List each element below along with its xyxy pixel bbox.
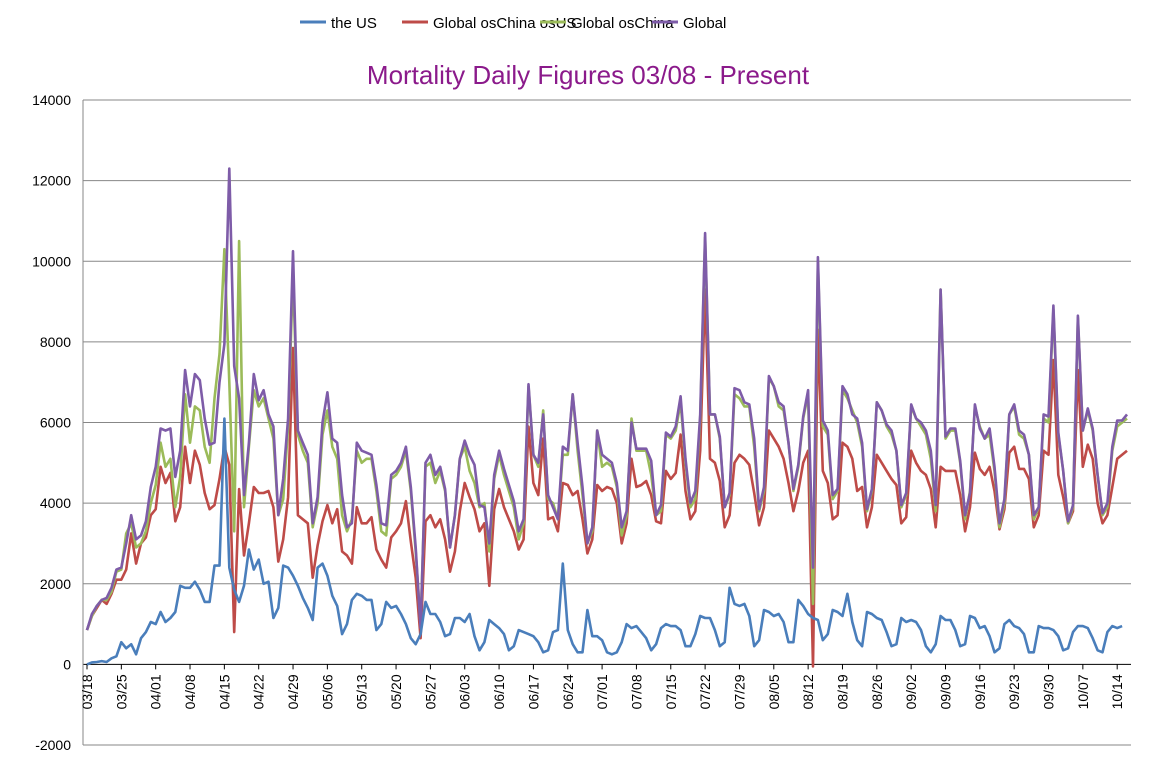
x-axis: 03/18 03/25 04/01 04/08 04/15 04/22 04/29 05/06… [79,664,1125,709]
y-tick-label: 12000 [32,173,71,189]
x-tick-label: 04/08 [182,674,198,709]
series-line-the-us [86,417,1123,666]
x-tick-label: 05/13 [354,674,370,709]
x-tick-label: 10/14 [1109,674,1125,709]
y-tick-label: 2000 [40,576,71,592]
y-axis: -2000 0 2000 4000 6000 8000 10000 12000 14000 [32,92,84,753]
x-tick-label: 03/25 [113,674,129,709]
x-tick-label: 07/08 [628,674,644,709]
x-tick-label: 06/10 [491,674,507,709]
x-tick-label: 06/24 [560,674,576,709]
series-group [85,167,1129,668]
x-tick-label: 07/29 [731,674,747,709]
x-tick-label: 09/30 [1041,674,1057,709]
chart-title: Mortality Daily Figures 03/08 - Present [367,60,810,90]
y-tick-label: 0 [63,656,71,672]
x-tick-label: 09/23 [1006,674,1022,709]
legend-label: Global osChina osUS [433,15,576,32]
x-tick-label: 08/26 [869,674,885,709]
x-tick-label: 09/09 [937,674,953,709]
legend-label: the US [331,15,377,32]
x-tick-label: 08/12 [800,674,816,709]
x-tick-label: 06/03 [457,674,473,709]
y-tick-label: 14000 [32,92,71,108]
y-tick-label: 4000 [40,495,71,511]
gridlines [83,99,1131,746]
x-tick-label: 03/18 [79,674,95,709]
legend-label: Global osChina [571,15,674,32]
x-tick-label: 06/17 [525,674,541,709]
x-tick-label: 05/20 [388,674,404,709]
x-tick-label: 07/01 [594,674,610,709]
y-tick-label: 6000 [40,415,71,431]
x-tick-label: 09/02 [903,674,919,709]
x-tick-label: 04/29 [285,674,301,709]
x-tick-label: 04/22 [251,674,267,709]
x-tick-label: 04/15 [216,674,232,709]
series-line-global [85,167,1129,631]
x-tick-label: 07/15 [663,674,679,709]
x-tick-label: 09/16 [972,674,988,709]
y-tick-label: -2000 [35,737,71,753]
y-tick-label: 8000 [40,334,71,350]
x-tick-label: 04/01 [148,674,164,709]
x-tick-label: 05/06 [319,674,335,709]
series-line-global-oschina-osus [85,288,1128,668]
y-tick-label: 10000 [32,253,71,269]
legend-label: Global [683,15,726,32]
series-line-global-oschina [85,235,1128,631]
x-tick-label: 05/27 [422,674,438,709]
x-tick-label: 07/22 [697,674,713,709]
x-tick-label: 08/19 [834,674,850,709]
x-tick-label: 10/07 [1075,674,1091,709]
x-tick-label: 08/05 [766,674,782,709]
